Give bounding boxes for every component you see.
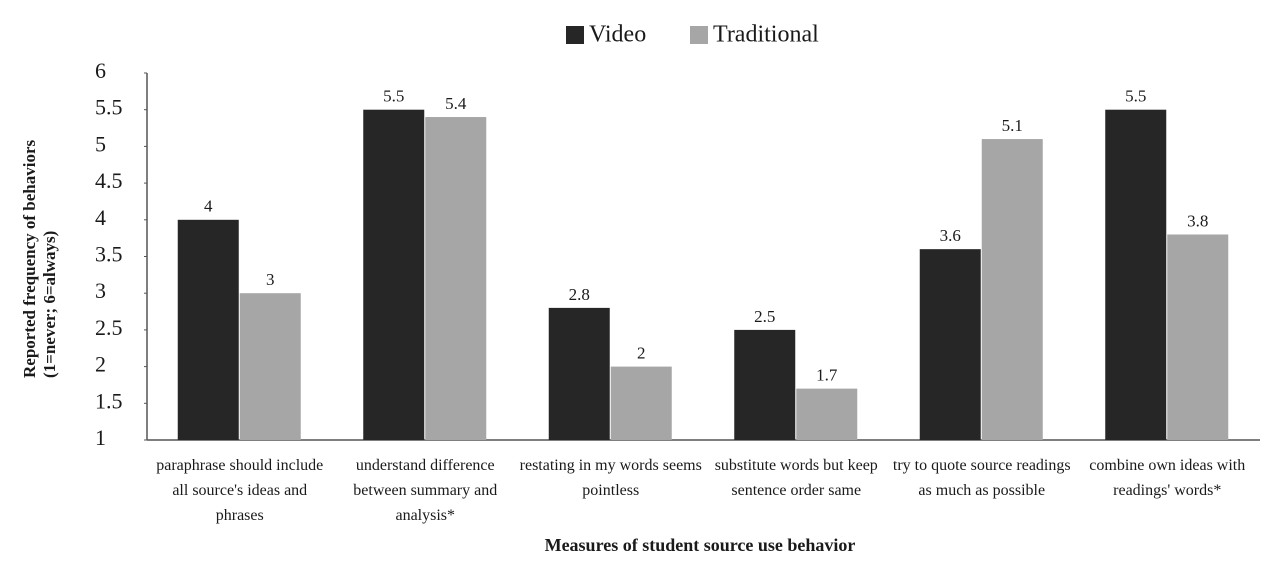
bar [177,219,239,440]
legend-label: Traditional [713,22,819,48]
value-label: 2.5 [754,307,775,326]
value-label: 4 [204,197,213,216]
value-label: 5.4 [445,94,467,113]
x-tick-label: combine own ideas with readings' words* [1089,457,1246,499]
value-label: 3.8 [1187,211,1208,230]
value-label: 2.8 [569,285,590,304]
y-tick-label: 5.5 [95,95,123,120]
bar [610,366,672,440]
bar [919,249,981,440]
y-tick-label: 1 [95,425,106,450]
x-tick-label: try to quote source readings as much as … [892,457,1071,499]
bar [981,139,1043,440]
bar [239,293,301,440]
y-tick-label: 2.5 [95,315,123,340]
legend-swatch [566,26,584,44]
x-tick-label: restating in my words seems pointless [519,457,702,499]
x-tick-label: paraphrase should include all source's i… [156,457,324,524]
value-label: 3.6 [940,226,961,245]
y-tick-label: 6 [95,58,106,83]
y-tick-label: 3 [95,278,106,303]
bar [1167,234,1229,440]
y-tick-label: 5 [95,131,106,156]
legend-label: Video [589,22,646,48]
value-label: 5.1 [1002,116,1023,135]
value-label: 5.5 [1125,87,1146,106]
bar [1105,109,1167,440]
bar [734,329,796,440]
bar [363,109,425,440]
bar [796,388,858,440]
x-tick-label: understand difference between summary an… [353,457,498,524]
bar [548,307,610,440]
value-label: 2 [637,344,646,363]
y-tick-label: 4 [95,205,106,230]
y-tick-label: 1.5 [95,388,123,413]
y-tick-label: 4.5 [95,168,123,193]
y-axis-title: Reported frequency of behaviors (1=never… [20,139,59,378]
legend-swatch [690,26,708,44]
x-tick-label: substitute words but keep sentence order… [714,457,878,499]
x-axis-title: Measures of student source use behavior [544,535,856,555]
value-label: 1.7 [816,366,838,385]
y-tick-label: 2 [95,352,106,377]
y-tick-label: 3.5 [95,242,123,267]
value-label: 3 [266,270,275,289]
value-label: 5.5 [383,87,404,106]
bar [425,117,487,440]
